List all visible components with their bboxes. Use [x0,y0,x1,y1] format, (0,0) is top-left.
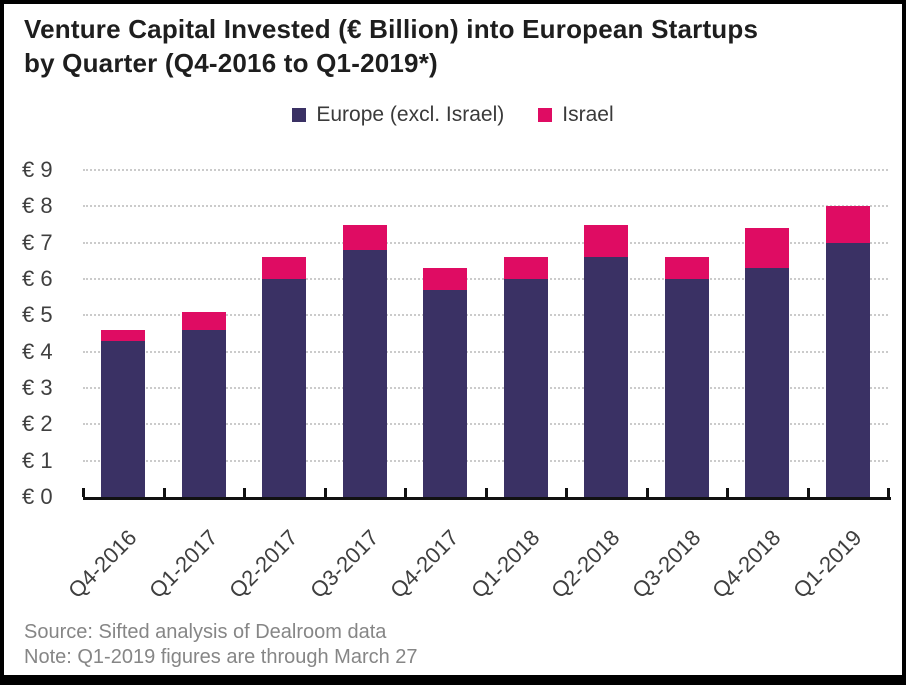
y-axis-label: € 9 [22,157,53,182]
chart-title-line1: Venture Capital Invested (€ Billion) int… [24,14,759,44]
bar-segment-europe [423,289,468,497]
bar-segment-israel [584,224,629,258]
gridline [83,205,888,208]
legend-label-europe: Europe (excl. Israel) [316,103,505,126]
bar-segment-israel [745,228,790,269]
x-axis-tick [645,488,649,497]
bar-segment-europe [745,268,790,497]
x-axis-tick [484,488,488,497]
bar-segment-europe [664,279,709,497]
bar-segment-europe [584,257,629,497]
x-axis-tick [806,488,810,497]
y-axis-label: € 0 [22,484,53,509]
y-axis-label: € 6 [22,266,53,291]
y-axis-label: € 1 [22,447,53,473]
legend-label-israel: Israel [562,103,614,126]
bar-segment-israel [825,206,870,243]
bar-segment-israel [101,329,146,341]
gridline [83,278,888,280]
bar-segment-israel [342,224,387,250]
bar-segment-europe [825,242,870,497]
y-axis-label: € 4 [22,338,53,364]
gridline [83,350,888,353]
x-axis-tick [887,488,890,497]
gridline [83,169,888,171]
bar-segment-israel [664,257,709,279]
chart-title-line2: by Quarter (Q4-2016 to Q1-2019*) [24,48,438,78]
legend-swatch-israel-icon [538,108,553,122]
x-axis-tick [404,488,407,497]
x-axis-line [83,497,891,500]
gridline [83,387,888,389]
bar-segment-europe [342,249,387,497]
bar-segment-europe [262,279,307,497]
bar-segment-israel [262,257,307,279]
y-axis-label: € 2 [22,411,53,437]
x-axis-tick [82,488,85,497]
footer: Source: Sifted analysis of Dealroom data… [24,620,418,670]
bar-segment-europe [101,340,146,497]
x-axis-tick [323,488,327,497]
bar-segment-israel [181,311,226,330]
source-note: Source: Sifted analysis of Dealroom data [24,621,387,643]
gridline [83,423,888,426]
legend-swatch-europe-icon [292,108,307,122]
bar-segment-europe [181,329,226,497]
chart-title: Venture Capital Invested (€ Billion) int… [24,12,894,80]
bar-segment-israel [423,268,468,290]
y-axis-label: € 3 [22,375,53,400]
bar-segment-israel [503,257,548,279]
x-axis-tick [565,488,568,497]
x-axis-tick [162,488,166,497]
y-axis-label: € 8 [22,193,53,219]
y-axis-label: € 7 [22,229,53,255]
x-axis-tick [243,488,246,497]
data-note: Note: Q1-2019 figures are through March … [24,646,418,668]
y-axis-label: € 5 [22,302,53,328]
bar-segment-europe [503,279,548,497]
legend: Europe (excl. Israel) Israel [0,103,906,127]
gridline [83,459,888,462]
legend-item-israel: Israel [538,103,614,127]
gridline [83,241,888,244]
x-axis-tick [726,488,729,497]
gridline [83,314,888,317]
legend-item-europe: Europe (excl. Israel) [292,103,504,127]
